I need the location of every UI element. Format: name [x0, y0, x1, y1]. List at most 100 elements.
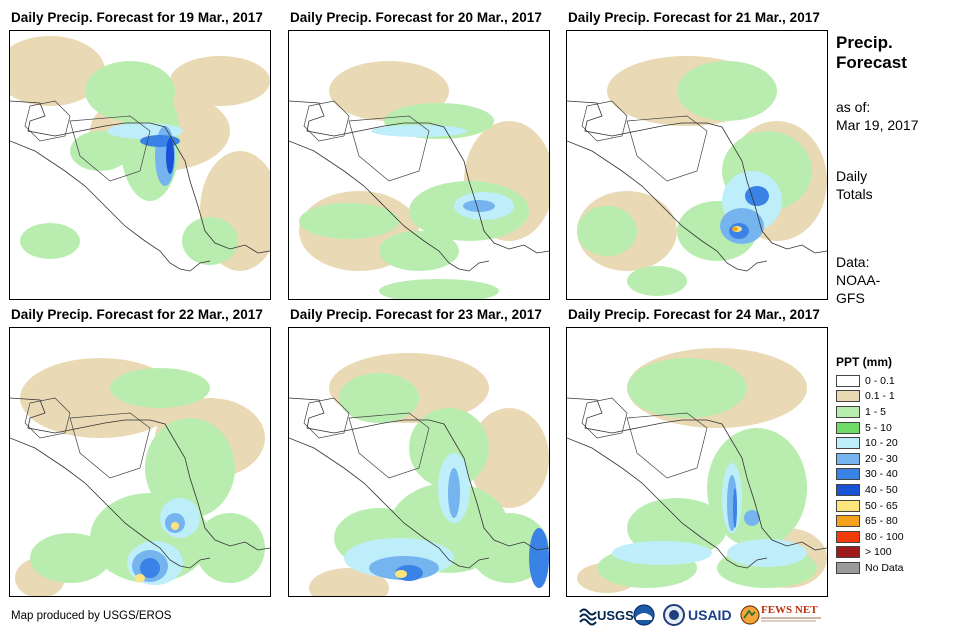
side-title-line2: Forecast: [836, 53, 907, 72]
precip-area: [145, 418, 235, 518]
precip-area: [627, 266, 687, 296]
period-block: Daily Totals: [836, 167, 873, 203]
side-info: Precip. Forecast: [836, 33, 907, 73]
country-borders: [303, 100, 430, 182]
legend-label: 20 - 30: [865, 452, 898, 465]
precip-area: [627, 358, 747, 418]
legend-row: > 100: [836, 545, 904, 561]
precip-map-3: [567, 56, 827, 296]
legend-swatch: [836, 546, 860, 559]
legend-label: 0.1 - 1: [865, 390, 895, 403]
precip-area: [727, 539, 807, 567]
country-borders: [581, 100, 708, 182]
asof-date: Mar 19, 2017: [836, 117, 919, 133]
precip-area: [140, 558, 160, 578]
precip-map-1: [10, 36, 270, 272]
precip-area: [448, 468, 460, 518]
logos-strip: USGS USAID FEWS NET: [579, 604, 821, 626]
map-panel-1: [9, 30, 271, 300]
precip-area: [469, 513, 549, 583]
svg-text:USGS: USGS: [597, 608, 634, 623]
coastline: [289, 397, 549, 569]
precip-area: [677, 61, 777, 121]
side-title-line1: Precip.: [836, 33, 893, 52]
legend-swatch: [836, 530, 860, 543]
panel-title-2: Daily Precip. Forecast for 20 Mar., 2017: [290, 10, 542, 25]
usaid-logo: USAID: [688, 607, 732, 623]
legend-row: 50 - 65: [836, 498, 904, 514]
legend-row: 80 - 100: [836, 529, 904, 545]
precip-area: [182, 217, 238, 265]
precip-map-4: [10, 358, 270, 596]
precip-area: [577, 206, 637, 256]
map-panel-5: [288, 327, 550, 597]
legend-label: 50 - 65: [865, 499, 898, 512]
map-panel-3: [566, 30, 828, 300]
noaa-logo: [633, 604, 655, 626]
legend-title: PPT (mm): [836, 355, 893, 369]
precip-area: [745, 186, 769, 206]
legend-row: 30 - 40: [836, 467, 904, 483]
period-line2: Totals: [836, 186, 873, 202]
precip-area: [732, 227, 738, 231]
panel-title-3: Daily Precip. Forecast for 21 Mar., 2017: [568, 10, 820, 25]
map-panel-2: [288, 30, 550, 300]
precip-area: [744, 510, 760, 526]
source-line3: GFS: [836, 290, 865, 306]
precip-area: [166, 138, 174, 174]
coastline: [10, 100, 270, 272]
legend-swatch: [836, 390, 860, 403]
partner-logos: USGS USAID FEWS NET: [578, 600, 828, 630]
fewsnet-logo: FEWS NET: [740, 604, 821, 625]
legend-label: 65 - 80: [865, 515, 898, 528]
precip-area: [70, 131, 130, 171]
precip-area: [463, 200, 495, 212]
panel-title-5: Daily Precip. Forecast for 23 Mar., 2017: [290, 307, 542, 322]
legend-label: 80 - 100: [865, 530, 904, 543]
precip-area: [379, 279, 499, 299]
legend-label: 10 - 20: [865, 437, 898, 450]
precip-area: [30, 533, 110, 583]
precip-area: [110, 368, 210, 408]
legend-label: 30 - 40: [865, 468, 898, 481]
map-panel-4: [9, 327, 271, 597]
precip-area: [309, 568, 389, 596]
legend-row: 10 - 20: [836, 435, 904, 451]
map-panel-6: [566, 327, 828, 597]
legend-swatch: [836, 452, 860, 465]
source-block: Data: NOAA- GFS: [836, 253, 880, 307]
precip-area: [299, 203, 399, 239]
precip-area: [171, 522, 179, 530]
precip-area: [195, 513, 265, 583]
precip-area: [395, 570, 407, 578]
svg-text:FEWS NET: FEWS NET: [761, 604, 818, 616]
precip-area: [612, 541, 712, 565]
legend-swatch: [836, 468, 860, 481]
legend-label: 40 - 50: [865, 483, 898, 496]
precip-legend: PPT (mm) 0 - 0.1 0.1 - 1 1 - 5 5 - 10 10 - 2…: [836, 355, 904, 576]
precip-map-2: [289, 61, 549, 299]
panel-title-4: Daily Precip. Forecast for 22 Mar., 2017: [11, 307, 263, 322]
coastline: [289, 100, 549, 272]
legend-rows: 0 - 0.1 0.1 - 1 1 - 5 5 - 10 10 - 20 20 - 30 3…: [836, 373, 904, 576]
legend-row: 5 - 10: [836, 420, 904, 436]
panel-title-1: Daily Precip. Forecast for 19 Mar., 2017: [11, 10, 263, 25]
legend-label: 1 - 5: [865, 405, 887, 418]
precip-area: [733, 488, 737, 528]
legend-label: No Data: [865, 561, 904, 574]
legend-row: 65 - 80: [836, 513, 904, 529]
source-line1: Data:: [836, 254, 870, 270]
legend-swatch: [836, 421, 860, 434]
legend-swatch: [836, 515, 860, 528]
asof-label: as of:: [836, 99, 871, 115]
precip-area: [135, 574, 145, 582]
legend-row: No Data: [836, 560, 904, 576]
legend-label: > 100: [865, 546, 892, 559]
precip-area: [170, 56, 270, 106]
legend-swatch: [836, 374, 860, 387]
dos-seal-logo: [663, 604, 685, 626]
precip-area: [10, 36, 105, 106]
legend-swatch: [836, 483, 860, 496]
country-borders: [24, 100, 151, 182]
precip-area: [529, 528, 549, 588]
